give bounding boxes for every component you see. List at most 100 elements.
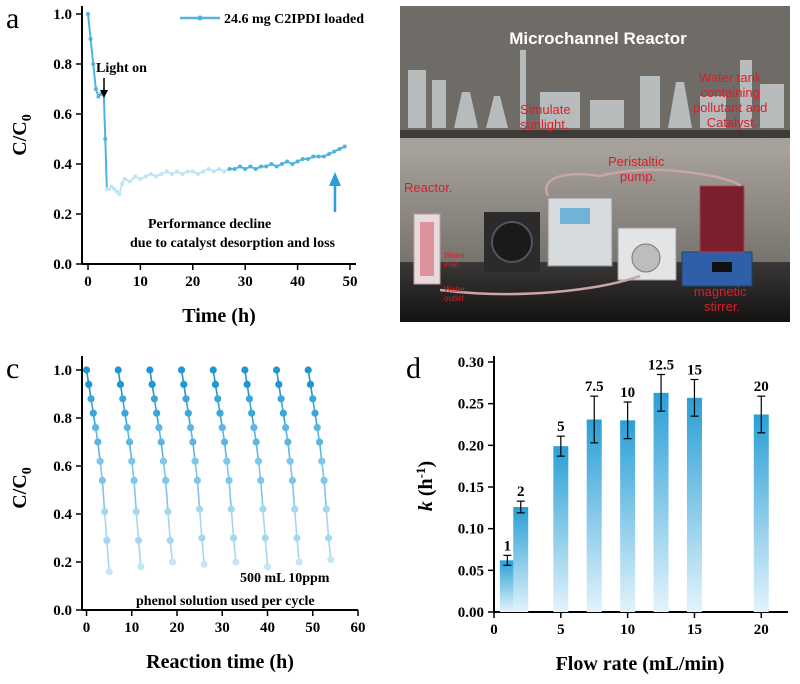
chart-a-point (201, 169, 206, 174)
chart-a-point (190, 169, 195, 174)
chart-c-x-label: Reaction time (h) (146, 651, 294, 673)
chart-c-cycle-4-point (182, 395, 190, 403)
chart-c-cycle-4-segment (198, 509, 203, 539)
chart-a-line-segment (104, 138, 108, 190)
chart-a-point (279, 162, 284, 166)
chart-c-cycle-3-point (153, 409, 161, 417)
chart-d-x-label: Flow rate (mL/min) (556, 653, 725, 675)
chart-c-cycle-7-point (282, 424, 290, 432)
photo-label-water-outlet-1: Water (444, 285, 465, 294)
chart-c-cycle-2-point (128, 457, 136, 465)
photo-controller-screen (560, 208, 590, 224)
chart-c-cycle-8-point (327, 556, 335, 564)
chart-a-line-segment (102, 91, 107, 140)
chart-c-cycle-6-point (257, 476, 265, 484)
chart-a-point (180, 172, 185, 176)
chart-c-cycle-2-point (132, 508, 140, 516)
chart-c-cycle-1-point (91, 424, 100, 432)
photo-label-reactor: Reactor. (404, 180, 452, 195)
chart-c-annotation-1: 500 mL 10ppm (240, 571, 330, 586)
photo-lamp-fan (491, 221, 533, 263)
photo-title: Microchannel Reactor (509, 29, 687, 48)
chart-d-bar (513, 507, 529, 612)
chart-c-cycle-6-segment (262, 509, 267, 539)
chart-a-point (164, 169, 169, 174)
chart-d-y-tick-label: 0.15 (458, 480, 484, 496)
chart-c-cycle-5-point (218, 424, 226, 432)
photo-label-water-tank-1: Water tank (699, 70, 762, 85)
chart-a-y-tick-label: 0.8 (53, 57, 72, 73)
chart-c-cycle-4-point (180, 380, 188, 388)
chart-d-y-tick-label: 0.25 (458, 397, 484, 413)
chart-c-cycle-1-point (85, 380, 93, 388)
chart-c-cycle-5-segment (232, 537, 237, 563)
chart-a-point (237, 164, 242, 169)
photo-label-water-outlet-2: outlet (444, 294, 464, 303)
chart-c-cycle-1-point (89, 409, 97, 417)
photo-label-water-tank-3: pollutant and (693, 100, 767, 115)
chart-a-point (264, 164, 269, 169)
chart-a-x-tick-label: 20 (185, 274, 200, 290)
photo-label-sunlight: Simulate sunlight. (520, 102, 574, 132)
chart-c-annotation-2: phenol solution used per cycle (136, 594, 315, 609)
photo-label-water-outlet: Water outlet (444, 285, 467, 303)
chart-c-x-tick-label: 10 (124, 620, 139, 636)
chart-c-cycle-6-point (243, 380, 251, 388)
chart-a-y-tick-label: 1.0 (53, 7, 72, 23)
photo-label-water-tank-4: Catalyst. (707, 115, 758, 130)
chart-d-bar-label: 5 (557, 419, 565, 435)
chart-a-point (248, 164, 253, 169)
chart-c-cycle-1-point (82, 366, 91, 374)
chart-c-cycle-6-point (254, 457, 263, 465)
chart-a-x-label: Time (h) (182, 305, 256, 327)
chart-a-point (342, 144, 347, 149)
chart-c-cycle-1-point (87, 395, 95, 403)
chart-c-cycle-7-point (295, 558, 303, 566)
photo-label-water-inlet: Water inlet (444, 251, 467, 269)
chart-c-cycle-6-point (241, 366, 249, 374)
chart-c-cycle-3-segment (164, 480, 169, 512)
chart-a-point (269, 162, 274, 166)
chart-a-point (103, 137, 108, 141)
chart-a-point (185, 169, 190, 174)
chart-c-cycle-2-point (121, 409, 129, 417)
chart-a-point (148, 172, 153, 176)
chart-c-cycle-6-point (261, 534, 269, 542)
chart-c-cycle-7-segment (291, 480, 296, 510)
chart-c-cycle-2-point (119, 395, 127, 403)
chart-c-cycle-5-point (220, 438, 229, 446)
chart-a-point (117, 192, 122, 196)
chart-c-cycle-3-point (162, 476, 170, 484)
chart-c-cycle-3-point (157, 438, 165, 446)
chart-c-cycle-1-segment (101, 480, 106, 512)
chart-c-cycle-8-point (324, 534, 333, 542)
chart-c-cycle-7-segment (296, 537, 300, 563)
chart-a-x-tick-label: 50 (343, 274, 358, 290)
photo-tubing (439, 168, 742, 296)
chart-c-x-tick-label: 50 (305, 620, 320, 636)
chart-c-cycle-6-point (248, 409, 256, 417)
chart-c-cycle-4-segment (196, 480, 201, 510)
chart-c-cycle-7-point (286, 457, 294, 465)
chart-d-y-tick-label: 0.20 (458, 438, 484, 454)
chart-a-point (91, 62, 96, 66)
chart-d-x-tick-label: 15 (687, 622, 702, 638)
chart-c-cycle-8-point (322, 505, 330, 513)
chart-c-cycle-5-point (209, 366, 217, 374)
chart-c-x-tick-label: 20 (170, 620, 185, 636)
chart-d-y-tick-label: 0.00 (458, 605, 484, 621)
chart-c-cycle-8-point (306, 380, 315, 388)
chart-c-cycle-5-point (223, 457, 231, 465)
photo-shelf-edge (400, 130, 790, 138)
chart-c-cycle-2-point (125, 438, 134, 446)
chart-a-point (222, 169, 227, 174)
chart-d-bar (586, 419, 602, 612)
photo-label-water-inlet-1: Water (444, 251, 465, 260)
chart-c-x-tick-label: 60 (351, 620, 366, 636)
chart-c-cycle-7-point (275, 380, 283, 388)
chart-c-cycle-4-point (186, 424, 195, 432)
chart-a-light-on-arrowhead (100, 90, 108, 98)
chart-a-point (300, 157, 305, 161)
chart-c-cycle-8-segment (323, 480, 328, 510)
chart-a-x-tick-label: 30 (238, 274, 253, 290)
